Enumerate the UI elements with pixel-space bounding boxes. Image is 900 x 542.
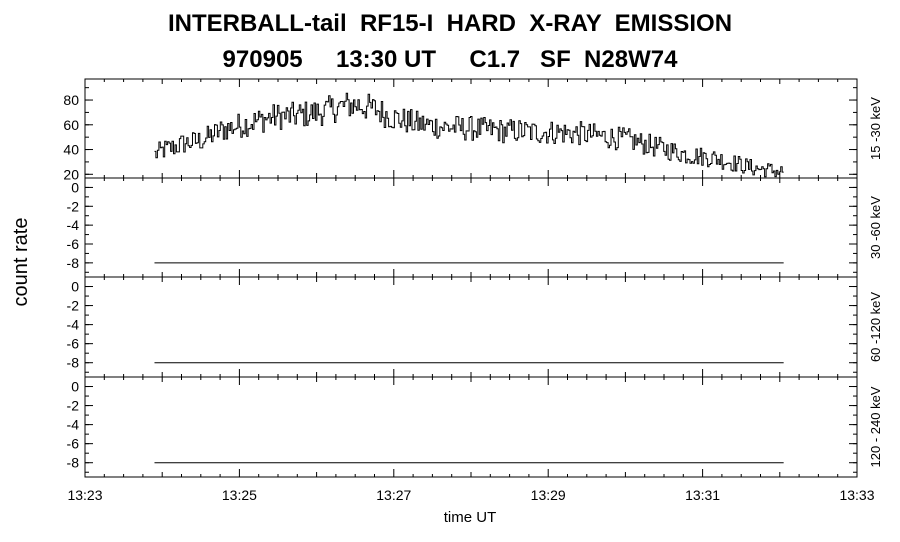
data-line	[154, 92, 784, 178]
y-axis-label: count rate	[10, 218, 32, 307]
y-tick-label: 80	[63, 92, 79, 108]
panel-energy-label: 120 - 240 keV	[868, 386, 883, 467]
y-tick-label: -2	[67, 298, 80, 314]
chart-title: INTERBALL-tail RF15-I HARD X-RAY EMISSIO…	[167, 10, 733, 37]
y-tick-label: -4	[67, 217, 80, 233]
y-tick-label: -6	[67, 336, 80, 352]
panel-energy-label: 30 -60 keV	[868, 196, 883, 259]
y-tick-label: 0	[71, 379, 79, 395]
x-tick-label: 13:25	[222, 487, 257, 503]
x-tick-label: 13:23	[67, 487, 102, 503]
y-tick-label: -2	[67, 398, 80, 414]
y-tick-label: -6	[67, 236, 80, 252]
panel-frame	[84, 177, 858, 278]
y-tick-label: -4	[67, 417, 80, 433]
x-tick-label: 13:31	[685, 487, 720, 503]
panel-energy-label: 60 -120 keV	[868, 292, 883, 362]
panel-2: -8 -6 -4 -2 0 30 -60 keV	[67, 177, 883, 278]
y-tick-label: 0	[71, 179, 79, 195]
panel-energy-label: 15 -30 keV	[868, 97, 883, 160]
x-tick-label: 13:27	[376, 487, 411, 503]
panel-3: -8 -6 -4 -2 0 60 -120 keV	[67, 276, 883, 378]
chart-subtitle: 970905 13:30 UT C1.7 SF N28W74	[222, 46, 678, 73]
y-tick-label: 20	[63, 166, 79, 182]
y-tick-label: -6	[67, 436, 80, 452]
panel-1: 20 40 60 80 15 -30 keV	[63, 78, 883, 182]
y-tick-label: -2	[67, 198, 80, 214]
y-tick-label: 0	[71, 279, 79, 295]
x-tick-label: 13:29	[531, 487, 566, 503]
x-axis-label: time UT	[444, 509, 497, 526]
panel-frame	[84, 276, 858, 378]
panel-4: -8 -6 -4 -2 0 120 - 240 keV	[67, 376, 883, 478]
y-tick-label: -4	[67, 317, 80, 333]
x-tick-label: 13:33	[839, 487, 874, 503]
y-tick-label: -8	[67, 255, 80, 271]
panel-frame	[84, 376, 858, 478]
y-tick-label: 40	[63, 142, 79, 158]
y-tick-label: -8	[67, 355, 80, 371]
y-tick-label: -8	[67, 455, 80, 471]
y-tick-label: 60	[63, 117, 79, 133]
